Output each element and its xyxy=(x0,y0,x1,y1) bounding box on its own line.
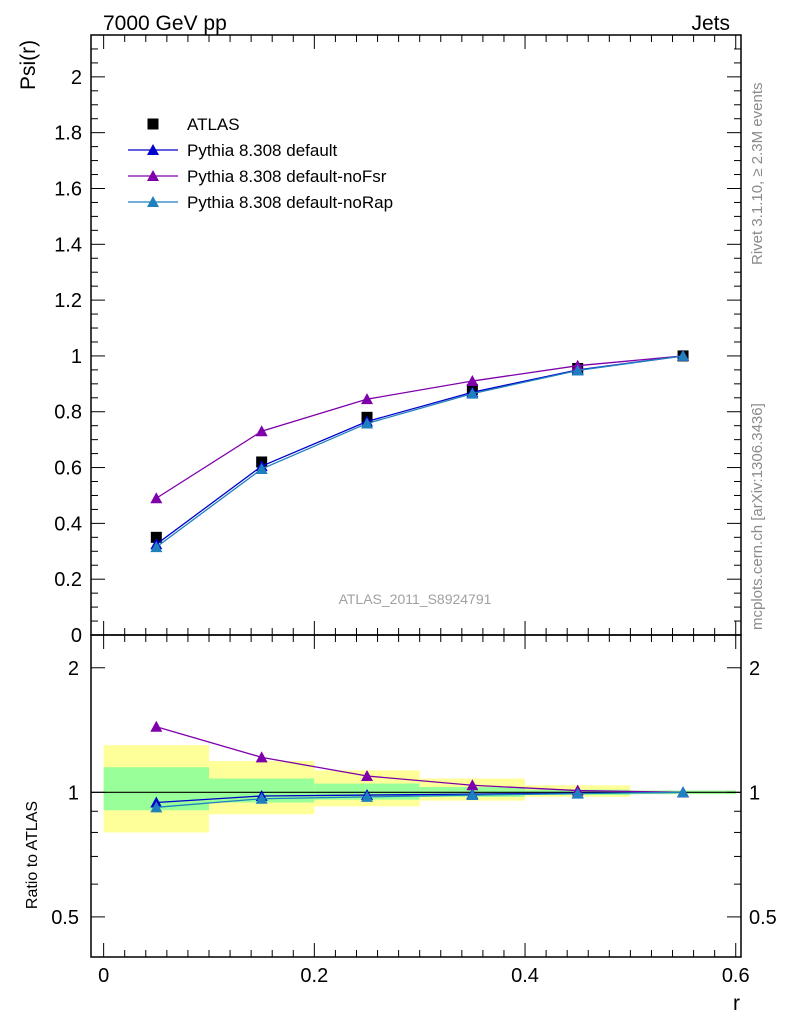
mcplots-label: mcplots.cern.ch [arXiv:1306.3436] xyxy=(749,403,766,630)
ratio-ytick-label: 2 xyxy=(68,658,79,680)
triangle-marker xyxy=(255,751,268,763)
main-ytick-label: 1.6 xyxy=(54,178,82,200)
triangle-marker xyxy=(361,417,374,429)
main-ytick-label: 1 xyxy=(71,346,82,368)
series-0 xyxy=(150,350,689,543)
xtick-label: 0.4 xyxy=(511,965,539,987)
triangle-marker xyxy=(147,196,159,207)
legend-label: Pythia 8.308 default-noRap xyxy=(187,193,393,212)
xtick-label: 0.2 xyxy=(300,965,328,987)
triangle-marker xyxy=(466,789,479,801)
legend-entry: Pythia 8.308 default xyxy=(128,141,338,160)
ratio-ytick-label-right: 1 xyxy=(749,782,760,804)
triangle-marker xyxy=(677,786,690,798)
triangle-marker xyxy=(361,790,374,802)
rivet-label: Rivet 3.1.10, ≥ 2.3M events xyxy=(749,83,766,266)
legend-label: ATLAS xyxy=(187,115,240,134)
triangle-marker xyxy=(255,792,268,804)
legend-entry: Pythia 8.308 default-noRap xyxy=(128,193,393,212)
ratio-ytick-label-right: 2 xyxy=(749,658,760,680)
triangle-marker xyxy=(255,425,268,437)
triangle-marker xyxy=(677,349,690,361)
ratio-ytick-label: 0.5 xyxy=(51,907,79,929)
triangle-marker xyxy=(150,492,163,504)
ratio-series-2 xyxy=(150,786,690,813)
main-ytick-label: 0.6 xyxy=(54,458,82,480)
ratio-ytick-label: 1 xyxy=(68,782,79,804)
square-marker xyxy=(147,118,159,130)
legend: ATLAS Pythia 8.308 default Pythia 8.308 de… xyxy=(128,115,393,212)
ratio-panel: 0 0.2 0.4 0.6 0.5 0.5 1 1 2 2 xyxy=(51,634,777,987)
ratio-ylabel: Ratio to ATLAS xyxy=(24,801,41,909)
legend-entry: ATLAS xyxy=(147,115,240,134)
main-ylabel: Psi(r) xyxy=(17,40,40,90)
triangle-marker xyxy=(255,462,268,474)
triangle-marker xyxy=(361,770,374,782)
legend-label: Pythia 8.308 default-noFsr xyxy=(187,167,387,186)
series-2 xyxy=(150,349,690,504)
legend-label: Pythia 8.308 default xyxy=(187,141,338,160)
main-ytick-label: 0.2 xyxy=(54,569,82,591)
xtick-label: 0.6 xyxy=(722,965,750,987)
main-ytick-label: 1.2 xyxy=(54,290,82,312)
main-ytick-label: 0.8 xyxy=(54,402,82,424)
triangle-marker xyxy=(361,393,374,405)
ratio-ytick-label-right: 0.5 xyxy=(749,907,777,929)
series-3 xyxy=(150,349,690,553)
ratio-series-line xyxy=(156,726,684,793)
triangle-marker xyxy=(150,541,163,553)
triangle-marker xyxy=(571,787,584,799)
triangle-marker xyxy=(466,375,479,387)
series-1 xyxy=(150,349,690,550)
main-ytick-label: 2 xyxy=(71,67,82,89)
series-line xyxy=(155,355,684,545)
header-process-label: Jets xyxy=(691,12,730,35)
main-ytick-label: 0 xyxy=(71,625,82,647)
x-axis-label: r xyxy=(733,992,740,1015)
triangle-marker xyxy=(150,720,163,732)
header-energy-label: 7000 GeV pp xyxy=(103,12,227,35)
legend-entry: Pythia 8.308 default-noFsr xyxy=(128,167,387,186)
ratio-series-line xyxy=(156,791,684,808)
main-ytick-label: 0.4 xyxy=(54,513,82,535)
triangle-marker xyxy=(150,801,163,813)
analysis-watermark: ATLAS_2011_S8924791 xyxy=(339,591,492,607)
xtick-label: 0 xyxy=(98,965,109,987)
triangle-marker xyxy=(466,779,479,791)
square-marker xyxy=(150,531,162,543)
ratio-frame xyxy=(90,634,742,958)
main-ytick-label: 1.8 xyxy=(54,123,82,145)
series-line xyxy=(155,355,684,548)
triangle-marker xyxy=(466,387,479,399)
triangle-marker xyxy=(147,170,159,181)
triangle-marker xyxy=(571,364,584,376)
main-ytick-label: 1.4 xyxy=(54,234,82,256)
triangle-marker xyxy=(147,144,159,155)
series-line xyxy=(155,355,684,499)
